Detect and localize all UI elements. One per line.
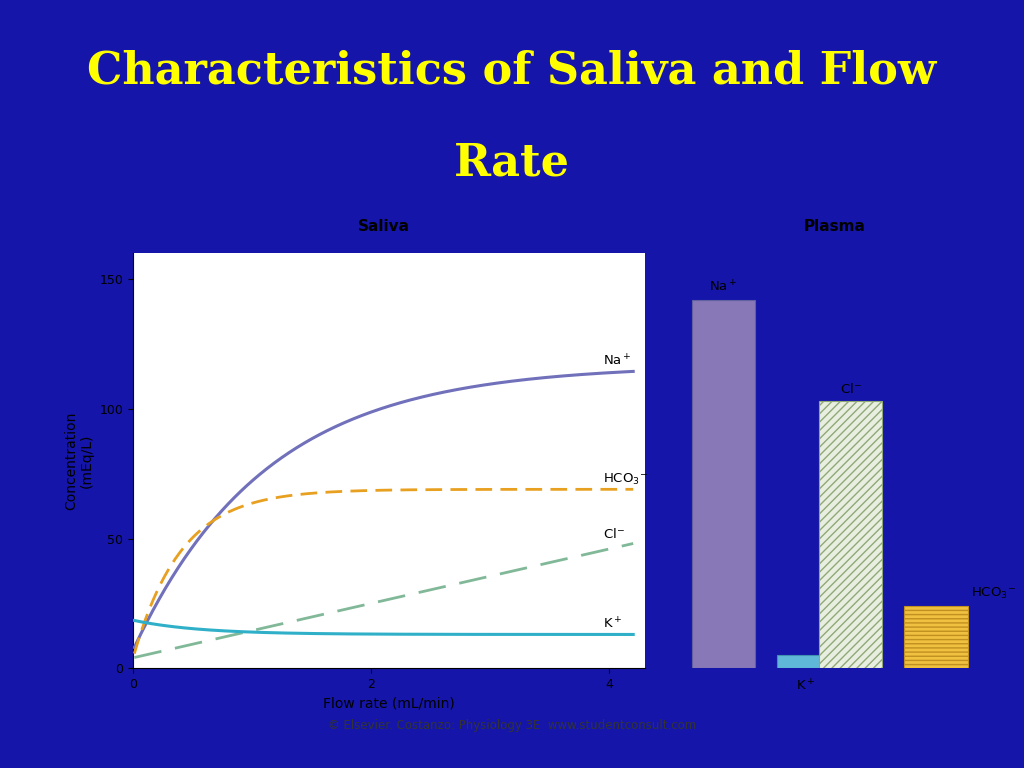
Text: Na$^+$: Na$^+$ (709, 280, 738, 295)
Text: Characteristics of Saliva and Flow: Characteristics of Saliva and Flow (87, 50, 937, 93)
Bar (819, 401, 882, 668)
Text: HCO$_3$$^{-}$: HCO$_3$$^{-}$ (971, 586, 1016, 601)
Bar (777, 655, 835, 668)
Text: K$^+$: K$^+$ (797, 679, 816, 694)
Text: © Elsevier. Costanzo: Physiology 3E  www.studentconsult.com: © Elsevier. Costanzo: Physiology 3E www.… (328, 719, 696, 732)
Text: Plasma: Plasma (804, 219, 865, 234)
Text: Na$^+$: Na$^+$ (603, 353, 632, 369)
Bar (692, 300, 755, 668)
Text: K$^+$: K$^+$ (603, 617, 623, 632)
X-axis label: Flow rate (mL/min): Flow rate (mL/min) (324, 697, 455, 710)
Text: Saliva: Saliva (358, 219, 410, 234)
Bar (904, 606, 968, 668)
Text: Cl$^{-}$: Cl$^{-}$ (603, 527, 626, 541)
Text: HCO$_3$$^{-}$: HCO$_3$$^{-}$ (603, 472, 648, 487)
Y-axis label: Concentration
(mEq/L): Concentration (mEq/L) (63, 412, 94, 510)
Text: Rate: Rate (454, 141, 570, 184)
Text: Cl$^{-}$: Cl$^{-}$ (840, 382, 861, 396)
